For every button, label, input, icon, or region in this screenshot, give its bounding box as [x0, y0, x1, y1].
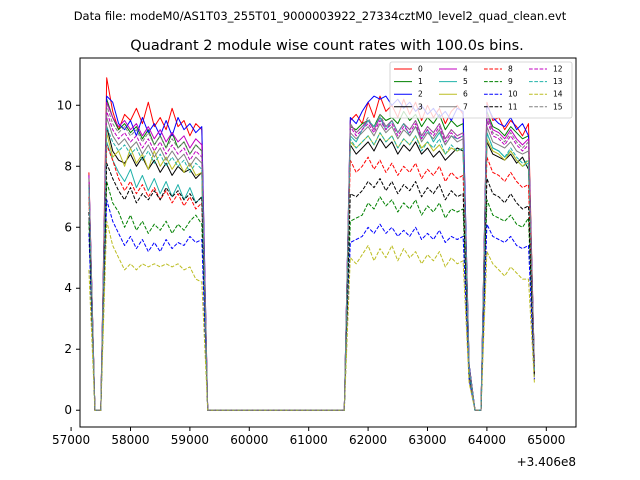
x-tick-label: 59000 — [171, 433, 209, 447]
legend-label-9: 9 — [508, 77, 513, 86]
legend-label-14: 14 — [553, 90, 563, 99]
chart-title: Quadrant 2 module wise count rates with … — [130, 38, 524, 54]
series-line-13 — [88, 126, 535, 411]
series-line-12 — [88, 110, 535, 411]
x-tick-label: 58000 — [111, 433, 149, 447]
x-tick-label: 61000 — [290, 433, 328, 447]
y-tick-label: 8 — [64, 159, 72, 173]
legend-label-10: 10 — [508, 90, 518, 99]
plot-area — [88, 77, 535, 411]
y-axis: 0 2 4 6 8 10 — [57, 98, 80, 417]
legend-label-4: 4 — [463, 65, 468, 74]
x-tick-label: 63000 — [408, 433, 446, 447]
x-tick-label: 64000 — [468, 433, 506, 447]
series-line-8 — [88, 144, 535, 411]
series-line-15 — [88, 104, 535, 411]
legend-label-6: 6 — [463, 90, 468, 99]
x-tick-label: 57000 — [52, 433, 90, 447]
legend-box — [389, 61, 573, 119]
legend-label-13: 13 — [553, 77, 563, 86]
x-axis-offset-label: +3.406e8 — [517, 455, 576, 469]
legend-label-7: 7 — [463, 102, 468, 111]
axes-frame — [79, 57, 577, 428]
series-line-11 — [88, 162, 535, 411]
x-tick-label: 62000 — [349, 433, 387, 447]
legend-label-2: 2 — [418, 90, 423, 99]
series-line-9 — [88, 181, 535, 411]
figure-suptitle: Data file: modeM0/AS1T03_255T01_90000039… — [74, 9, 567, 23]
y-tick-label: 10 — [57, 98, 72, 112]
legend-label-11: 11 — [508, 102, 518, 111]
legend-label-15: 15 — [553, 102, 563, 111]
legend-label-8: 8 — [508, 65, 513, 74]
legend-label-3: 3 — [418, 102, 423, 111]
y-tick-label: 4 — [64, 281, 72, 295]
y-tick-label: 0 — [64, 403, 72, 417]
legend-label-1: 1 — [418, 77, 423, 86]
x-axis: 57000 58000 59000 60000 61000 62000 63000 64000… — [52, 427, 565, 447]
x-tick-label: 65000 — [527, 433, 565, 447]
x-tick-label: 60000 — [230, 433, 268, 447]
y-tick-label: 2 — [64, 342, 72, 356]
legend-label-12: 12 — [553, 65, 563, 74]
y-tick-label: 6 — [64, 220, 72, 234]
legend-label-0: 0 — [418, 65, 423, 74]
legend-label-5: 5 — [463, 77, 468, 86]
